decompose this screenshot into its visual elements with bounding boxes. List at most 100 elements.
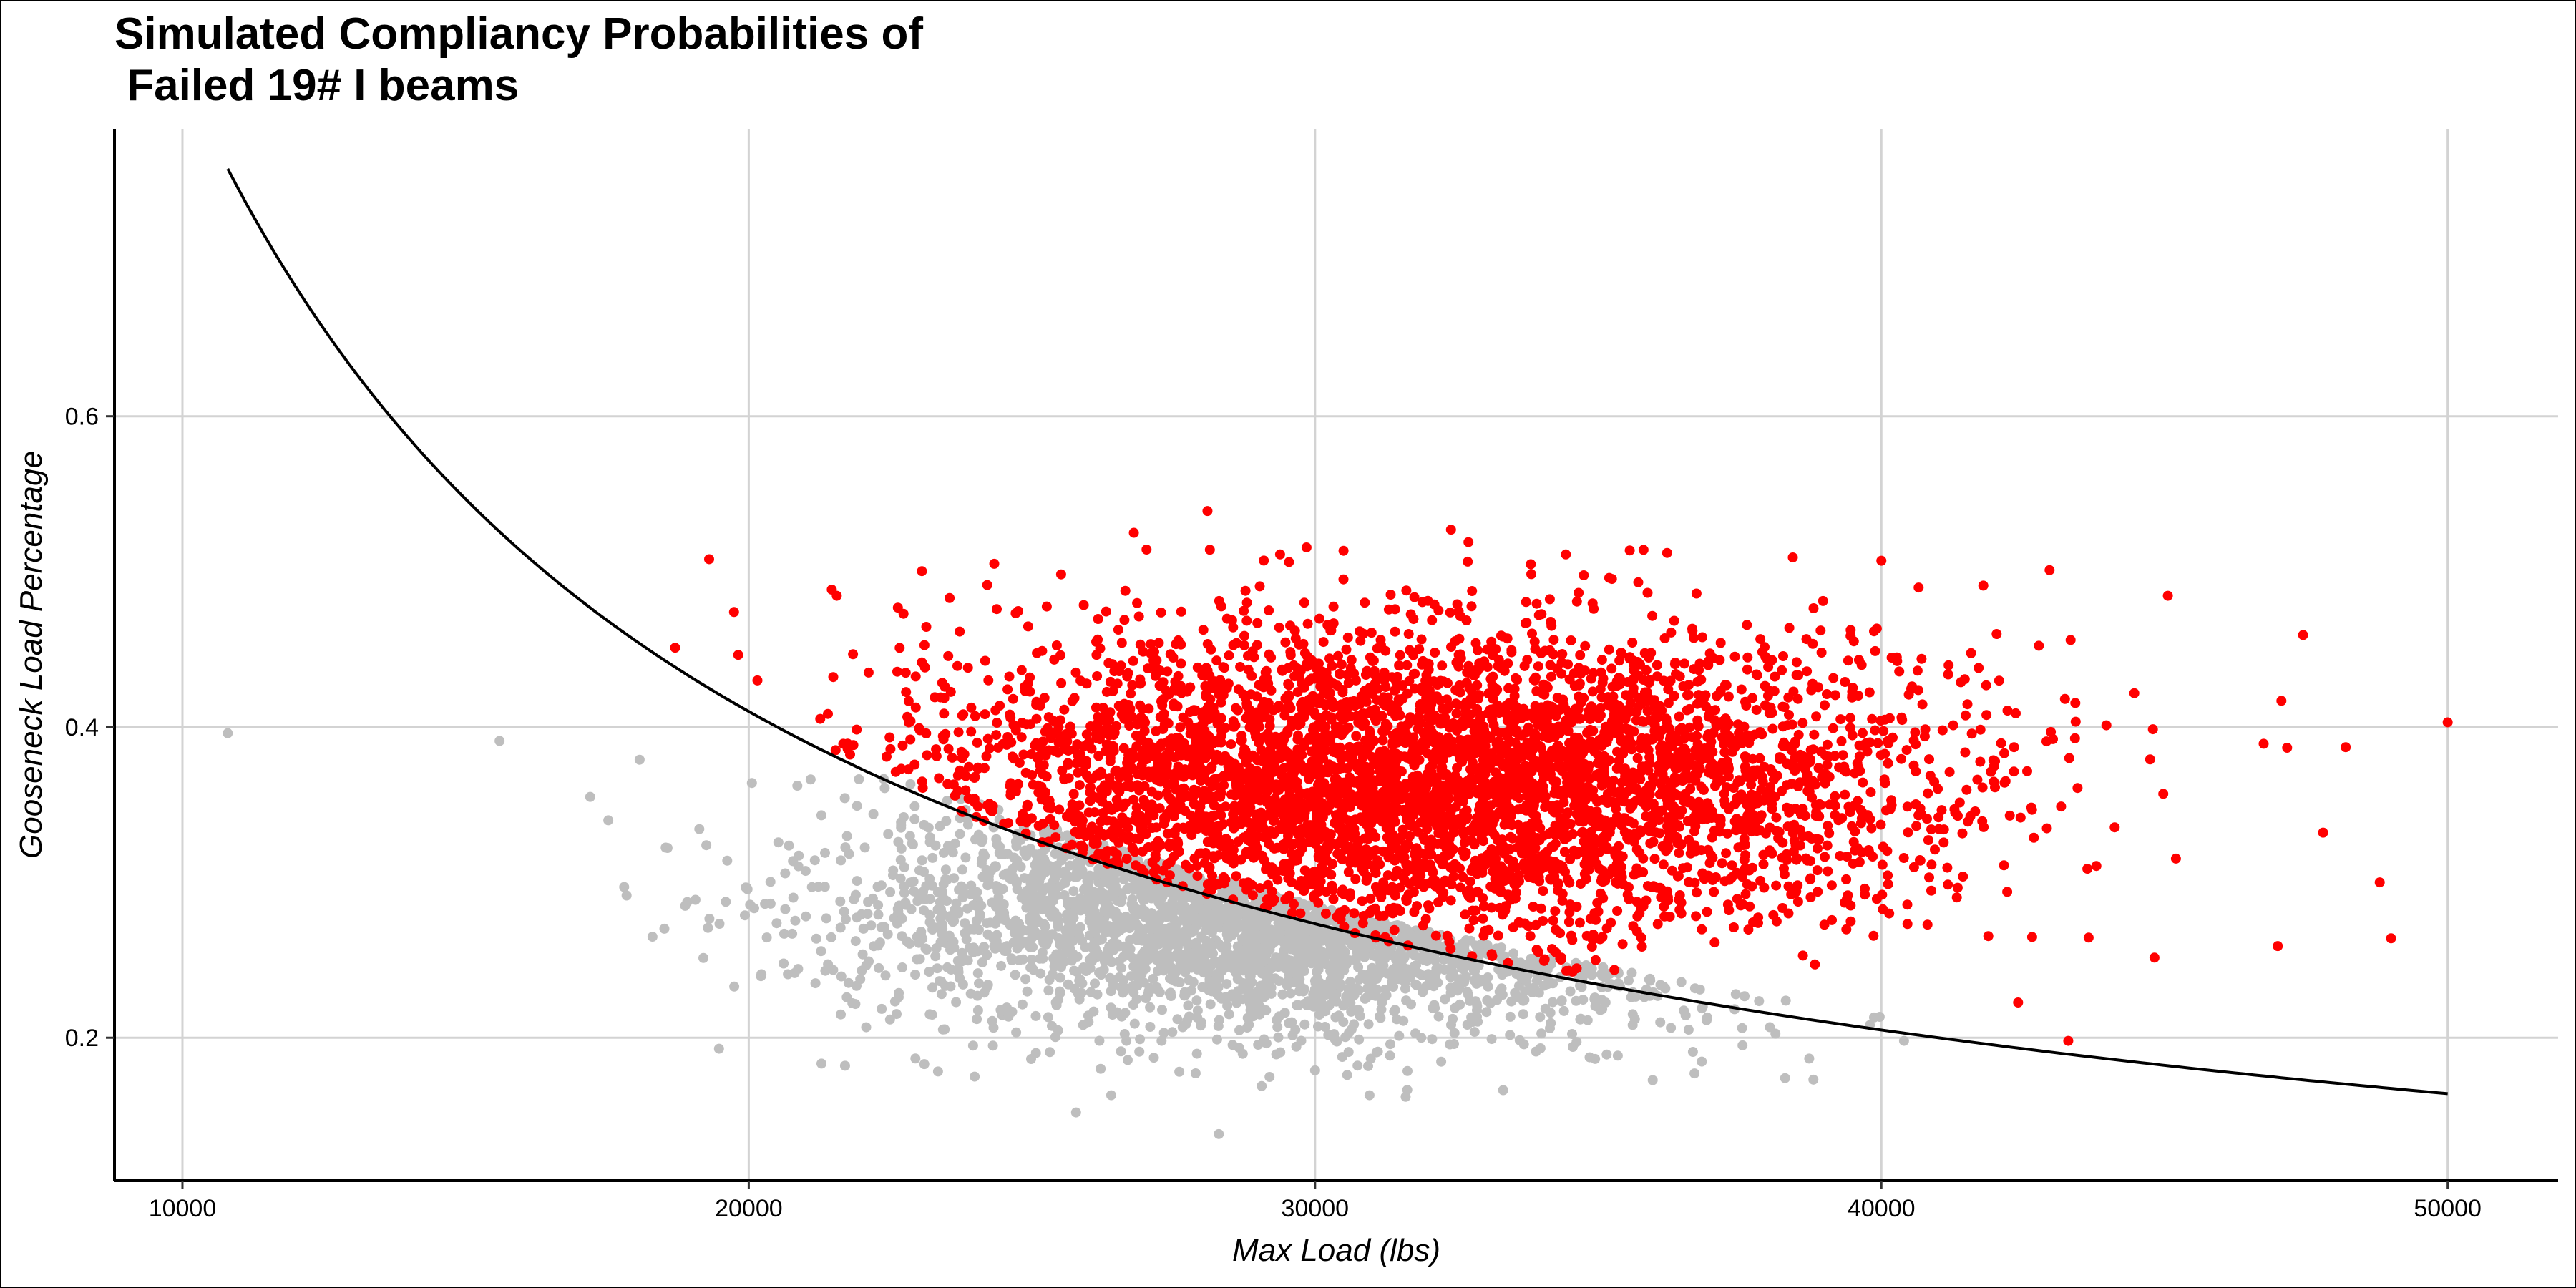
compliant-point — [940, 864, 951, 875]
non-compliant-point — [1858, 728, 1868, 738]
compliant-point — [1462, 1020, 1473, 1030]
compliant-point — [892, 904, 903, 914]
compliant-point — [1192, 1013, 1203, 1023]
non-compliant-point — [1430, 930, 1441, 941]
compliant-point — [1294, 977, 1304, 988]
compliant-point — [1486, 1034, 1497, 1045]
non-compliant-point — [1395, 882, 1405, 893]
compliant-point — [1498, 1085, 1508, 1096]
compliant-point — [895, 873, 906, 884]
compliant-point — [1074, 931, 1085, 942]
compliant-point — [1339, 965, 1350, 976]
non-compliant-point — [1742, 620, 1752, 630]
compliant-point — [994, 882, 1005, 893]
compliant-point — [983, 874, 994, 885]
compliant-point — [1171, 949, 1182, 960]
compliant-point — [1234, 962, 1244, 973]
non-compliant-point — [1756, 810, 1767, 821]
compliant-point — [1211, 1034, 1222, 1045]
non-compliant-point — [1962, 699, 1973, 710]
non-compliant-point — [1848, 636, 1859, 647]
compliant-point — [1222, 1000, 1233, 1011]
compliant-point — [1237, 984, 1248, 994]
compliant-point — [746, 778, 757, 789]
non-compliant-point — [1239, 630, 1249, 641]
non-compliant-point — [1512, 675, 1523, 686]
non-compliant-point — [1525, 931, 1536, 942]
compliant-point — [1374, 920, 1385, 931]
compliant-point — [1395, 945, 1406, 956]
non-compliant-point — [1579, 570, 1589, 580]
compliant-point — [910, 1053, 921, 1064]
compliant-point — [1436, 1056, 1447, 1067]
non-compliant-point — [1345, 663, 1356, 673]
non-compliant-point — [2149, 952, 2160, 963]
non-compliant-point — [2009, 742, 2019, 753]
compliant-point — [820, 965, 831, 976]
compliant-point — [1121, 1035, 1132, 1046]
non-compliant-point — [955, 626, 965, 637]
compliant-point — [1078, 1020, 1088, 1030]
non-compliant-point — [1113, 625, 1123, 635]
compliant-point — [1220, 992, 1231, 1002]
non-compliant-point — [1023, 621, 1033, 632]
compliant-point — [868, 809, 879, 819]
compliant-point — [1309, 1065, 1320, 1075]
compliant-point — [741, 882, 752, 893]
compliant-point — [950, 838, 960, 849]
non-compliant-point — [1867, 713, 1878, 724]
compliant-point — [1385, 1050, 1395, 1061]
compliant-point — [1545, 1008, 1556, 1018]
compliant-point — [919, 819, 930, 830]
compliant-point — [1371, 1047, 1382, 1058]
compliant-point — [1018, 925, 1029, 935]
compliant-point — [1084, 915, 1095, 926]
non-compliant-point — [1682, 690, 1692, 701]
compliant-point — [1298, 936, 1308, 947]
compliant-point — [889, 996, 900, 1007]
compliant-point — [1103, 879, 1114, 889]
compliant-point — [816, 1058, 826, 1069]
compliant-point — [1575, 1014, 1586, 1025]
non-compliant-point — [1684, 877, 1694, 887]
compliant-point — [924, 917, 935, 927]
compliant-point — [1001, 1002, 1012, 1013]
non-compliant-point — [1760, 680, 1770, 691]
compliant-point — [951, 898, 962, 909]
non-compliant-point — [1840, 789, 1850, 800]
non-compliant-point — [2009, 766, 2019, 777]
compliant-point — [1027, 879, 1038, 889]
compliant-point — [1075, 922, 1085, 932]
compliant-point — [1011, 1027, 1022, 1038]
compliant-point — [1268, 957, 1279, 967]
compliant-point — [1161, 937, 1172, 947]
compliant-point — [1151, 984, 1162, 995]
compliant-point — [1257, 1080, 1267, 1091]
compliant-point — [1808, 1074, 1819, 1085]
non-compliant-point — [1813, 763, 1824, 774]
non-compliant-point — [1975, 724, 1986, 735]
compliant-point — [1293, 1000, 1304, 1010]
non-compliant-point — [1728, 922, 1739, 932]
non-compliant-point — [1961, 710, 1971, 721]
compliant-point — [992, 930, 1002, 940]
compliant-point — [898, 812, 909, 822]
compliant-point — [840, 842, 851, 853]
compliant-point — [1197, 982, 1208, 992]
compliant-point — [1287, 1017, 1297, 1028]
compliant-point — [942, 962, 952, 972]
compliant-point — [1687, 1047, 1698, 1057]
compliant-point — [1170, 976, 1181, 987]
compliant-point — [990, 861, 1000, 872]
non-compliant-point — [1119, 615, 1130, 625]
compliant-point — [1055, 972, 1065, 983]
non-compliant-point — [1198, 625, 1209, 635]
compliant-point — [1626, 967, 1637, 978]
compliant-point — [839, 793, 850, 804]
non-compliant-point — [1678, 681, 1689, 691]
compliant-point — [937, 909, 948, 919]
compliant-point — [1128, 1000, 1138, 1010]
compliant-point — [1055, 986, 1065, 997]
non-compliant-point — [1604, 572, 1614, 583]
non-compliant-point — [894, 643, 905, 653]
